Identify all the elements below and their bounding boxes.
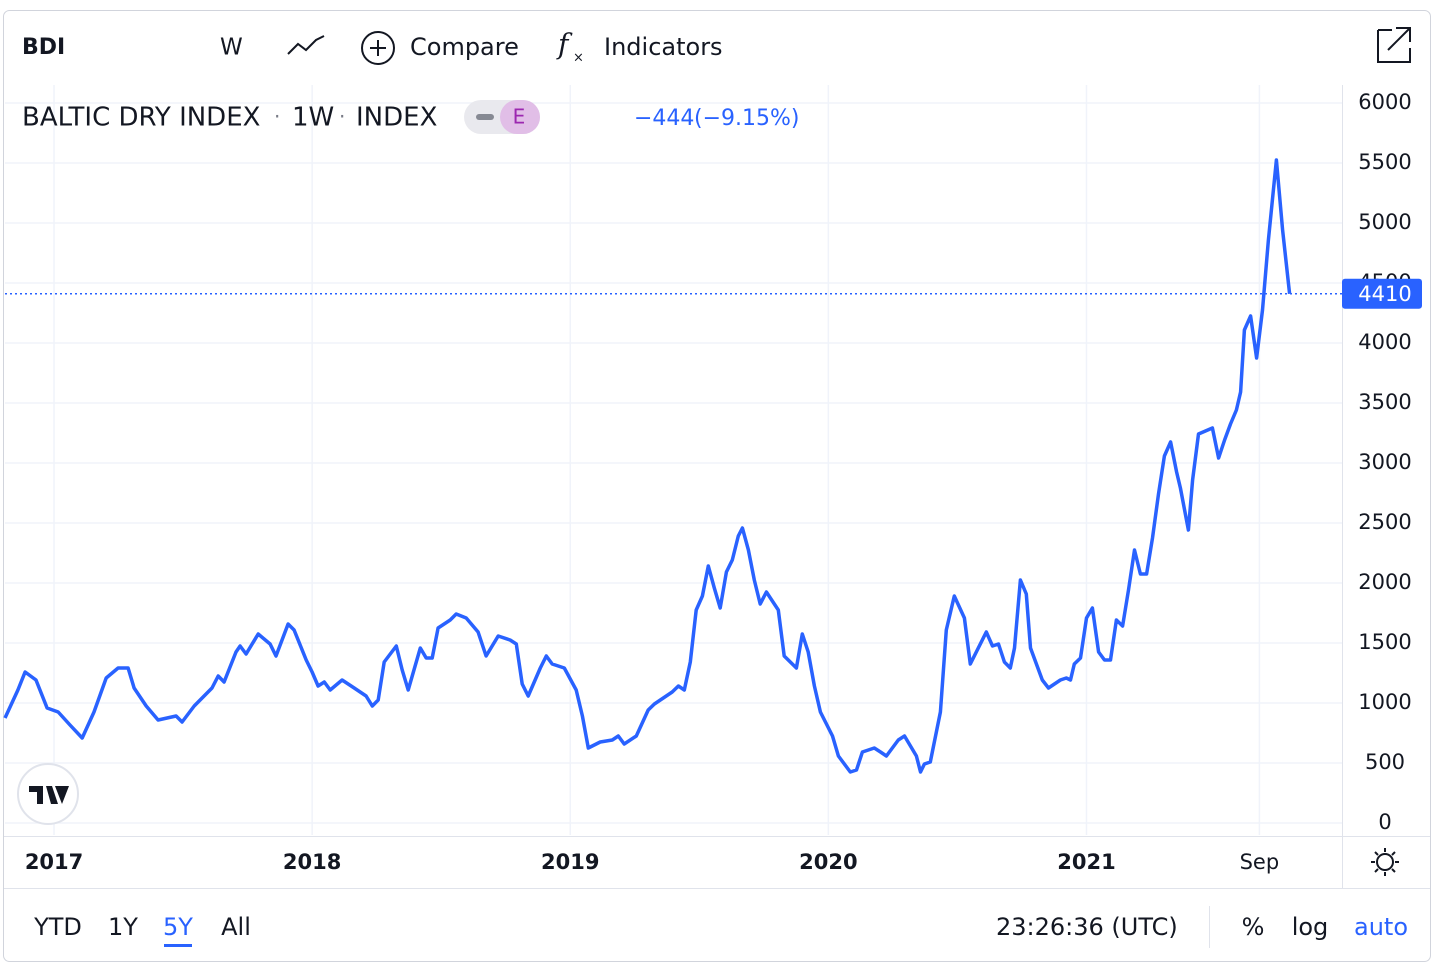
range-active-underline	[164, 944, 192, 947]
x-tick-label: 2017	[25, 850, 83, 874]
open-external-icon[interactable]	[1377, 27, 1411, 63]
x-tick-label: 2019	[541, 850, 599, 874]
y-tick-label: 2500	[1358, 510, 1411, 534]
plot	[3, 158, 1342, 774]
scale-button[interactable]: log	[1292, 913, 1329, 941]
indicators-icon-x: ×	[573, 51, 584, 66]
scale-buttons: % log auto	[1242, 913, 1408, 941]
legend-interval: 1W	[292, 103, 334, 133]
chart-style-icon[interactable]	[287, 35, 325, 55]
compare-button[interactable]: Compare	[410, 33, 519, 61]
settings-rays	[1371, 848, 1399, 876]
y-tick-label: 5500	[1358, 150, 1411, 174]
range-button[interactable]: 1Y	[108, 913, 138, 941]
y-tick-label: 5000	[1358, 210, 1411, 234]
legend-dot: ·	[339, 105, 345, 129]
status-dash	[476, 114, 494, 120]
compare-icon[interactable]	[361, 31, 395, 65]
last-price-tag	[1342, 278, 1422, 309]
indicators-button[interactable]: Indicators	[604, 33, 723, 61]
widget-frame	[3, 10, 1431, 962]
interval-button[interactable]: W	[220, 35, 243, 61]
y-tick-label: 1000	[1358, 690, 1411, 714]
range-button[interactable]: YTD	[33, 913, 82, 941]
last-price-label: 4410	[1358, 282, 1411, 306]
y-tick-label: 1500	[1358, 630, 1411, 654]
clock: 23:26:36 (UTC)	[996, 913, 1178, 941]
range-button[interactable]: 5Y	[163, 913, 193, 941]
range-button[interactable]: All	[221, 913, 251, 941]
y-tick-label: 3000	[1358, 450, 1411, 474]
symbol[interactable]: BDI	[22, 35, 65, 60]
x-tick-label: 2020	[799, 850, 857, 874]
scale-button[interactable]: auto	[1354, 913, 1408, 941]
y-tick-label: 4000	[1358, 330, 1411, 354]
axes: 0500100015002000250030003500400045005000…	[25, 90, 1422, 874]
legend-name: BALTIC DRY INDEX	[22, 103, 260, 133]
legend-change-percent: (−9.15%)	[694, 106, 800, 131]
legend-change: −444	[634, 106, 694, 131]
price-line	[3, 158, 1292, 774]
y-tick-label: 3500	[1358, 390, 1411, 414]
badge-bg	[500, 100, 540, 134]
scale-button[interactable]: %	[1242, 913, 1265, 941]
legend-exchange: INDEX	[356, 103, 437, 133]
ranges: YTD 1Y 5Y All	[33, 913, 251, 947]
y-tick-label: 0	[1378, 810, 1391, 834]
y-tick-label: 2000	[1358, 570, 1411, 594]
compare-plus	[370, 40, 386, 56]
logo-mark	[29, 786, 69, 804]
logo[interactable]	[17, 763, 79, 825]
x-tick-label: 2021	[1057, 850, 1115, 874]
x-tick-label: 2018	[283, 850, 341, 874]
y-tick-label: 500	[1365, 750, 1405, 774]
x-tick-label: Sep	[1240, 850, 1280, 874]
settings-icon[interactable]	[1376, 853, 1394, 871]
badge: E	[513, 105, 526, 129]
y-tick-label: 6000	[1358, 90, 1411, 114]
legend-dot: ·	[274, 105, 280, 129]
